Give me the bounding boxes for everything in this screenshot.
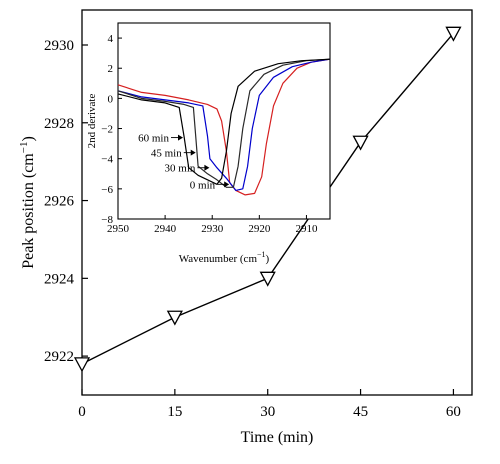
x-tick-label: 0 <box>78 404 86 420</box>
y-tick-label: 2924 <box>44 271 75 287</box>
annotation-label: 60 min <box>138 133 169 145</box>
inset-x-tick-label: 2910 <box>295 223 318 235</box>
inset-x-axis-label: Wavenumber (cm−1) <box>179 250 270 265</box>
inset-frame <box>117 22 331 220</box>
annotation-label: 45 min <box>151 148 182 160</box>
x-tick-label: 45 <box>353 404 368 420</box>
inset-x-tick-label: 2950 <box>107 223 130 235</box>
inset-y-tick-label: 0 <box>108 93 114 105</box>
annotation-arrowhead <box>204 164 210 171</box>
inset-x-tick-label: 2930 <box>201 223 224 235</box>
annotation-arrowhead <box>178 134 184 141</box>
data-point <box>352 135 369 151</box>
inset-x-axis-label-text: Wavenumber (cm <box>179 253 258 265</box>
inset-y-tick-label: 4 <box>108 33 114 45</box>
y-tick-label: 2930 <box>44 38 74 54</box>
inset-x-tick-label: 2940 <box>154 223 177 235</box>
inset-x-axis-label-sup: −1 <box>257 250 266 259</box>
annotation-arrowhead <box>190 149 196 156</box>
inset-y-axis-label: 2nd derivate <box>86 94 98 149</box>
inset-y-tick-label: −8 <box>101 214 113 226</box>
y-tick-label: 2928 <box>44 116 74 132</box>
data-point <box>166 310 183 326</box>
y-tick-label: 2922 <box>44 349 74 365</box>
inset-series-line <box>117 58 331 188</box>
x-axis-label: Time (min) <box>241 429 314 446</box>
data-point <box>73 357 91 373</box>
inset-series-line <box>117 58 331 191</box>
x-tick-label: 15 <box>167 404 182 420</box>
y-axis-label: Peak position (cm−1) <box>18 136 37 269</box>
inset-y-tick-label: 2 <box>108 63 114 75</box>
y-axis-label-sup: −1 <box>18 142 30 154</box>
inset-y-tick-label: −6 <box>101 184 113 196</box>
y-axis-label-text: Peak position (cm <box>20 153 37 269</box>
main-plot: 0 15 30 45 60 2922 2924 2926 2928 2930 Time (min) P… <box>18 9 473 446</box>
x-tick-label: 30 <box>260 404 275 420</box>
inset-y-tick-label: −4 <box>101 154 113 166</box>
data-point <box>445 26 462 42</box>
plot-frame <box>81 9 473 396</box>
annotation-label: 30 min <box>165 163 196 175</box>
inset-y-tick-label: −2 <box>101 124 113 136</box>
data-point <box>259 271 276 287</box>
inset-series-line <box>117 58 331 185</box>
inset-x-tick-label: 2920 <box>248 223 271 235</box>
annotation-arrowhead <box>224 181 230 188</box>
y-tick-label: 2926 <box>44 194 75 210</box>
y-axis-label-close: ) <box>20 136 37 141</box>
inset-x-axis-label-close: ) <box>266 253 270 265</box>
x-tick-label: 60 <box>446 404 461 420</box>
inset-plot: 2950 2940 2930 2920 2910 −8 −6 −4 −2 0 2 4 Wavenumbe… <box>86 22 331 265</box>
annotation-label: 0 min <box>190 179 216 191</box>
